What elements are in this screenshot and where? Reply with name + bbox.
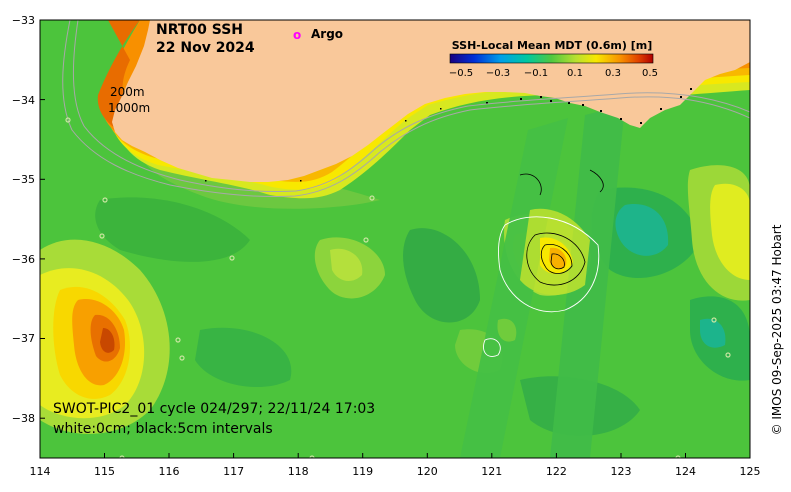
x-axis-labels: 114 115 116 117 118 119 120 121 122 123 … xyxy=(30,465,761,478)
colorbar-tick-label: −0.1 xyxy=(524,68,548,79)
plot-area xyxy=(40,20,750,458)
colorbar xyxy=(449,53,654,64)
x-tick-label: 116 xyxy=(159,465,180,478)
colorbar-tick-label: −0.3 xyxy=(486,68,510,79)
x-tick-label: 118 xyxy=(288,465,309,478)
x-tick-label: 123 xyxy=(611,465,632,478)
colorbar-ticks: −0.5 −0.3 −0.1 0.1 0.3 0.5 xyxy=(449,68,658,79)
x-tick-label: 124 xyxy=(675,465,696,478)
x-tick-label: 125 xyxy=(740,465,761,478)
y-tick-label: −34 xyxy=(12,94,35,107)
colorbar-tick-label: 0.3 xyxy=(605,68,621,79)
y-tick-label: −37 xyxy=(12,332,35,345)
map-date: 22 Nov 2024 xyxy=(156,40,255,56)
isobath-label-1000m: 1000m xyxy=(108,101,150,115)
axis-ticks xyxy=(39,19,751,458)
colorbar-tick-label: 0.5 xyxy=(642,68,658,79)
y-tick-label: −38 xyxy=(12,412,35,425)
x-tick-label: 122 xyxy=(546,465,567,478)
contour-legend: white:0cm; black:5cm intervals xyxy=(53,421,273,437)
argo-legend-marker: o xyxy=(293,28,301,42)
x-tick-label: 115 xyxy=(94,465,115,478)
swot-swath xyxy=(460,105,625,458)
coastline-detail xyxy=(205,88,692,182)
colorbar-tick-label: 0.1 xyxy=(567,68,583,79)
x-tick-label: 120 xyxy=(417,465,438,478)
colorbar-title: SSH-Local Mean MDT (0.6m) [m] xyxy=(452,39,652,52)
x-tick-label: 121 xyxy=(481,465,502,478)
y-tick-label: −35 xyxy=(12,173,35,186)
plot-frame xyxy=(39,19,751,459)
colorbar-tick-label: −0.5 xyxy=(449,68,473,79)
x-tick-label: 114 xyxy=(30,465,51,478)
argo-legend-label: Argo xyxy=(311,27,343,41)
map-title: NRT00 SSH xyxy=(156,22,243,38)
x-tick-label: 119 xyxy=(352,465,373,478)
y-tick-label: −33 xyxy=(12,14,35,27)
credit-text: © IMOS 09-Sep-2025 03:47 Hobart xyxy=(770,224,784,435)
argo-floats xyxy=(65,117,731,458)
isobath-label-200m: 200m xyxy=(110,85,145,99)
swath-info: SWOT-PIC2_01 cycle 024/297; 22/11/24 17:… xyxy=(53,401,375,417)
x-tick-label: 117 xyxy=(223,465,244,478)
isobaths xyxy=(62,20,750,198)
y-tick-label: −36 xyxy=(12,253,35,266)
y-axis-labels: −33 −34 −35 −36 −37 −38 xyxy=(12,14,35,425)
